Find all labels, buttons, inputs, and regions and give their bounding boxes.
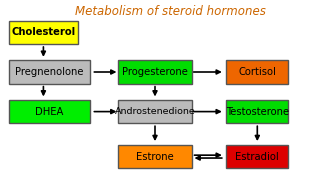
Text: Pregnenolone: Pregnenolone [16, 67, 84, 77]
Text: Estrone: Estrone [136, 152, 174, 162]
Text: Cholesterol: Cholesterol [11, 27, 75, 37]
Bar [226, 145, 288, 168]
Bar [226, 100, 288, 123]
Bar [118, 145, 192, 168]
Bar [118, 100, 192, 123]
Bar [226, 60, 288, 84]
Text: DHEA: DHEA [35, 107, 64, 117]
Bar [9, 21, 78, 44]
Text: Progesterone: Progesterone [122, 67, 188, 77]
Text: Testosterone: Testosterone [226, 107, 289, 117]
Bar [118, 60, 192, 84]
Bar [9, 60, 90, 84]
Text: Estradiol: Estradiol [235, 152, 279, 162]
Text: Cortisol: Cortisol [238, 67, 276, 77]
Bar [9, 100, 90, 123]
Text: Metabolism of steroid hormones: Metabolism of steroid hormones [75, 5, 266, 18]
Text: Androstenedione: Androstenedione [115, 107, 195, 116]
